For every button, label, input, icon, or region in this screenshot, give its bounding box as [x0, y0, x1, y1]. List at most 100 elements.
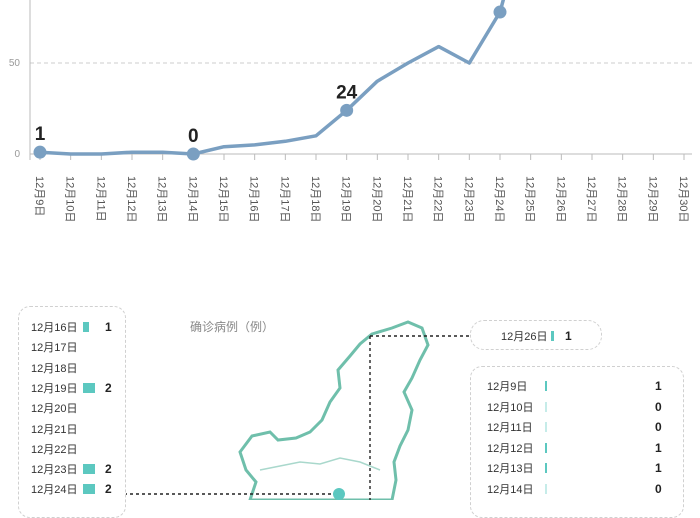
list-item: 12月23日 2 [19, 461, 125, 477]
y-tick-label: 0 [14, 149, 20, 160]
x-tick-labels: 12月9日 12月10日 12月11日 12月12日 12月13日 12月14日 12月15… [33, 176, 689, 222]
data-point [186, 147, 200, 161]
list-item: 12月16日 1 [19, 319, 125, 335]
date-label: 12月14日 [487, 483, 534, 496]
x-tick-label: 12月10日 [64, 176, 76, 222]
count-bar [83, 382, 95, 393]
date-label: 12月13日 [487, 463, 534, 475]
x-tick-label: 12月22日 [432, 176, 444, 222]
list-item: 12月14日 0 [471, 481, 683, 497]
date-label: 12月23日 [31, 464, 78, 477]
map [124, 320, 470, 500]
count-value: 1 [655, 379, 662, 393]
date-label: 12月16日 [31, 322, 78, 334]
x-tick-label: 12月15日 [217, 176, 229, 222]
left-date-list: 12月16日 1 12月17日 12月18日 12月19日 2 12月20日 12月21日 12… [18, 306, 126, 518]
data-point [33, 145, 47, 159]
date-label: 12月24日 [31, 484, 78, 497]
data-label: 1 [35, 124, 46, 145]
data-point [493, 5, 507, 19]
count-bar [83, 484, 95, 495]
date-label: 12月12日 [487, 442, 534, 455]
data-label: 0 [188, 126, 199, 147]
x-tick-label: 12月16日 [248, 176, 260, 222]
list-item: 12月11日 0 [471, 419, 683, 435]
axes: 0 50 [9, 0, 692, 160]
x-tick-label: 12月13日 [156, 176, 168, 222]
count-bar [551, 331, 554, 341]
date-label: 12月18日 [31, 362, 78, 375]
x-tick-label: 12月21日 [401, 176, 413, 222]
top-callout: 12月26日 1 [470, 320, 602, 350]
x-tick-label: 12月17日 [278, 176, 290, 222]
list-item: 12月19日 2 [19, 380, 125, 396]
count-value: 0 [655, 399, 662, 414]
count-value: 2 [105, 462, 112, 477]
data-points [33, 5, 507, 161]
list-item: 12月17日 [19, 339, 125, 355]
count-value: 0 [655, 481, 662, 496]
date-label: 12月21日 [31, 423, 78, 436]
x-tick-label: 12月30日 [677, 176, 689, 222]
list-item: 12月13日 1 [471, 460, 683, 476]
count-bar [83, 322, 89, 332]
list-item: 12月22日 [19, 441, 125, 457]
x-tick-label: 12月18日 [309, 176, 321, 222]
count-bar [545, 422, 547, 432]
map-title: 确诊病例（例） [190, 320, 275, 334]
date-label: 12月19日 [31, 382, 78, 395]
date-label: 12月26日 [501, 331, 548, 343]
map-marker [333, 488, 345, 500]
data-point [340, 103, 354, 117]
list-item: 12月9日 1 [471, 378, 683, 394]
region-inner-border [259, 457, 381, 471]
series-path [39, 0, 506, 156]
count-bar [545, 401, 547, 412]
x-tick-label: 12月29日 [646, 176, 658, 222]
count-bar [83, 464, 95, 475]
y-tick-label: 50 [9, 58, 21, 69]
line-chart: 0 50 1 0 24 78 12月9日 12月10日 12月11日 12月12日 12月13日… [9, 0, 692, 500]
date-label: 12月9日 [487, 381, 528, 393]
list-item: 12月24日 2 [19, 481, 125, 497]
x-tick-label: 12月26日 [554, 176, 566, 222]
data-label: 24 [336, 82, 358, 103]
date-label: 12月11日 [487, 422, 533, 434]
date-label: 12月10日 [487, 401, 534, 414]
x-tick-label: 12月24日 [493, 176, 505, 222]
x-tick-label: 12月23日 [462, 176, 474, 222]
right-date-list: 12月9日 1 12月10日 0 12月11日 0 12月12日 1 12月13日 1 12月14日… [470, 366, 684, 518]
count-value: 2 [105, 482, 112, 497]
data-labels: 1 0 24 78 [35, 0, 511, 147]
count-value: 1 [565, 329, 572, 343]
count-bar [545, 381, 547, 391]
x-tick-label: 12月20日 [370, 176, 382, 222]
x-tick-label: 12月12日 [125, 176, 137, 222]
x-tick-label: 12月19日 [340, 176, 352, 222]
list-item: 12月10日 0 [471, 399, 683, 415]
date-label: 12月22日 [31, 443, 78, 456]
list-item: 12月26日 1 [471, 328, 601, 344]
list-item: 12月12日 1 [471, 440, 683, 456]
count-value: 2 [105, 380, 112, 395]
date-label: 12月17日 [31, 342, 78, 355]
series-line [39, 0, 506, 156]
x-tick-label: 12月28日 [616, 176, 628, 222]
count-value: 0 [655, 420, 662, 434]
data-label: 78 [489, 0, 510, 5]
list-item: 12月20日 [19, 400, 125, 416]
x-tick-label: 12月14日 [186, 176, 198, 222]
region-outline [238, 320, 430, 500]
count-value: 1 [105, 320, 112, 334]
x-tick-label: 12月27日 [585, 176, 597, 222]
count-bar [545, 442, 547, 453]
count-value: 1 [655, 461, 662, 475]
list-item: 12月18日 [19, 360, 125, 376]
x-tick-label: 12月11日 [94, 176, 106, 222]
date-label: 12月20日 [31, 403, 78, 416]
count-value: 1 [655, 440, 662, 455]
list-item: 12月21日 [19, 421, 125, 437]
x-tick-label: 12月25日 [524, 176, 536, 222]
count-bar [545, 463, 547, 473]
x-tick-label: 12月9日 [33, 176, 45, 216]
